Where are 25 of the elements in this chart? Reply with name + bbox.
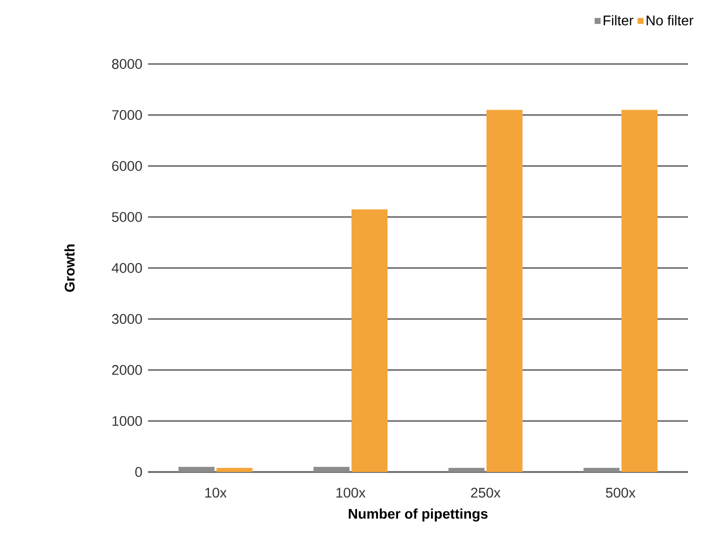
x-axis-title: Number of pipettings <box>348 508 488 522</box>
legend-label: Filter <box>604 15 634 26</box>
bar <box>622 110 658 472</box>
y-tick-label: 6000 <box>112 161 142 171</box>
bar <box>448 468 485 472</box>
bar <box>352 209 388 472</box>
bar <box>178 466 215 472</box>
y-tick-label: 4000 <box>112 263 142 273</box>
y-axis-title: Growth <box>64 244 75 292</box>
x-tick-label: 100x <box>336 488 366 498</box>
legend-label: No filter <box>646 15 694 26</box>
y-tick-label: 1000 <box>112 416 142 426</box>
bar <box>314 466 350 472</box>
bar <box>216 468 252 472</box>
y-tick-label: 8000 <box>112 59 142 69</box>
y-tick-label: 5000 <box>112 212 142 222</box>
x-tick-label: 500x <box>606 488 636 498</box>
x-tick-label: 250x <box>471 488 500 498</box>
y-tick-label: 2000 <box>112 365 142 375</box>
y-tick-label: 3000 <box>112 314 142 324</box>
bar <box>486 110 522 472</box>
x-tick-label: 10x <box>205 488 227 498</box>
y-tick-label: 7000 <box>112 110 142 120</box>
bar <box>584 468 620 472</box>
y-tick-label: 0 <box>135 467 142 477</box>
